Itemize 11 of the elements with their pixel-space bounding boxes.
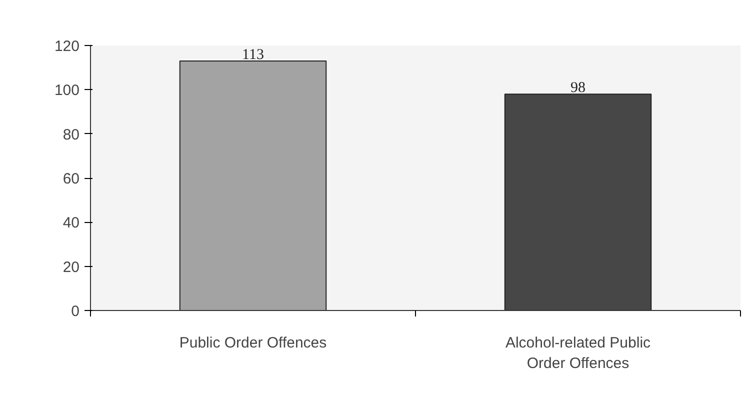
y-tick-label: 0 bbox=[71, 303, 80, 320]
data-label: 98 bbox=[570, 80, 586, 96]
y-tick-label: 120 bbox=[54, 38, 80, 55]
y-tick-label: 60 bbox=[62, 170, 80, 188]
y-tick-label: 20 bbox=[62, 258, 80, 276]
y-tick-label: 40 bbox=[62, 214, 80, 232]
y-tick-label: 100 bbox=[54, 82, 80, 100]
data-label: 113 bbox=[242, 46, 264, 63]
y-tick-label: 80 bbox=[62, 126, 80, 144]
x-tick-label: Alcohol-related Public Order Offences bbox=[505, 334, 652, 372]
x-tick-label: Public Order Offences bbox=[179, 334, 327, 352]
